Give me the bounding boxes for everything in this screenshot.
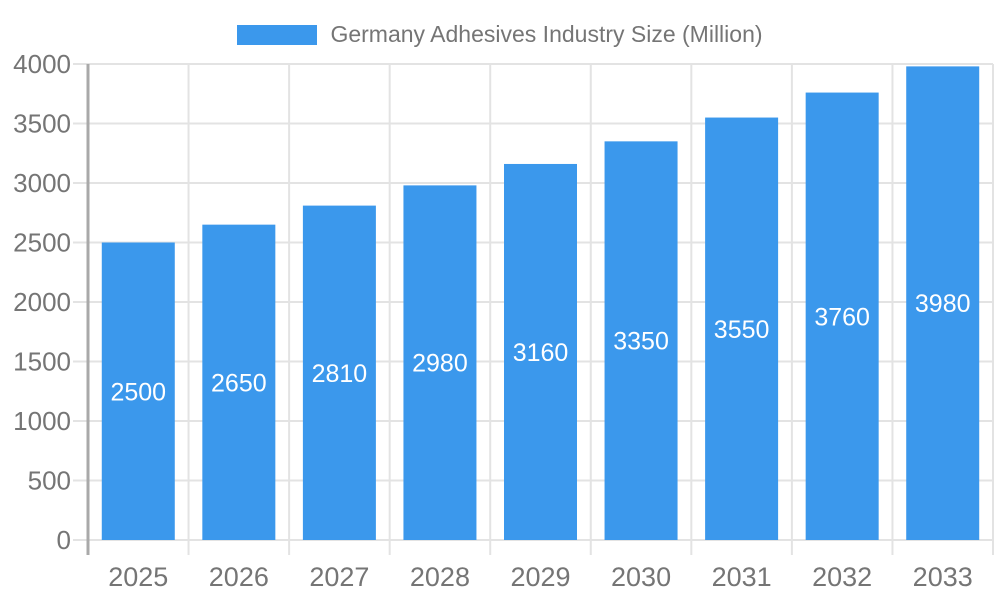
bar-value-label: 3160 — [513, 339, 569, 367]
bar-2033[interactable] — [906, 66, 980, 540]
x-axis-tick-label: 2028 — [410, 562, 470, 592]
bar-value-label: 2500 — [110, 378, 166, 406]
y-axis-tick-label: 4000 — [13, 49, 71, 79]
legend[interactable]: Germany Adhesives Industry Size (Million… — [0, 21, 1000, 48]
bar-value-label: 2810 — [312, 360, 368, 388]
y-axis-tick-label: 0 — [57, 525, 71, 555]
bar-2029[interactable] — [504, 163, 577, 540]
bar-2025[interactable] — [101, 242, 175, 541]
bar-2027[interactable] — [302, 205, 376, 541]
x-axis-tick-label: 2033 — [913, 562, 973, 592]
bar-value-label: 3760 — [814, 303, 870, 331]
bar-2032[interactable] — [805, 92, 879, 540]
y-axis-tick-label: 2500 — [13, 228, 71, 258]
legend-label: Germany Adhesives Industry Size (Million… — [330, 21, 763, 47]
bar-value-label: 3350 — [613, 328, 669, 356]
y-axis-tick-label: 1000 — [13, 406, 71, 436]
y-axis-tick-label: 1500 — [13, 347, 71, 377]
bar-2031[interactable] — [705, 117, 779, 541]
y-axis-tick-label: 3500 — [13, 109, 71, 139]
x-axis-tick-label: 2031 — [712, 562, 772, 592]
y-axis-tick-label: 3000 — [13, 168, 71, 198]
x-axis-tick-label: 2026 — [209, 562, 269, 592]
bar-2028[interactable] — [403, 185, 477, 540]
bar-value-label: 2980 — [412, 350, 468, 378]
x-axis-tick-label: 2032 — [812, 562, 872, 592]
bar-value-label: 2650 — [211, 369, 267, 397]
bar-value-label: 3980 — [915, 290, 971, 318]
bar-value-label: 3550 — [714, 316, 770, 344]
x-axis-tick-label: 2027 — [309, 562, 369, 592]
x-axis-tick-label: 2029 — [510, 562, 570, 592]
x-axis-tick-label: 2030 — [611, 562, 671, 592]
bar-2030[interactable] — [604, 141, 678, 540]
legend-swatch-icon — [237, 24, 318, 45]
x-axis-tick-label: 2025 — [108, 562, 168, 592]
y-axis-tick-label: 500 — [28, 466, 71, 496]
bar-2026[interactable] — [202, 224, 276, 540]
y-axis-tick-label: 2000 — [13, 287, 71, 317]
